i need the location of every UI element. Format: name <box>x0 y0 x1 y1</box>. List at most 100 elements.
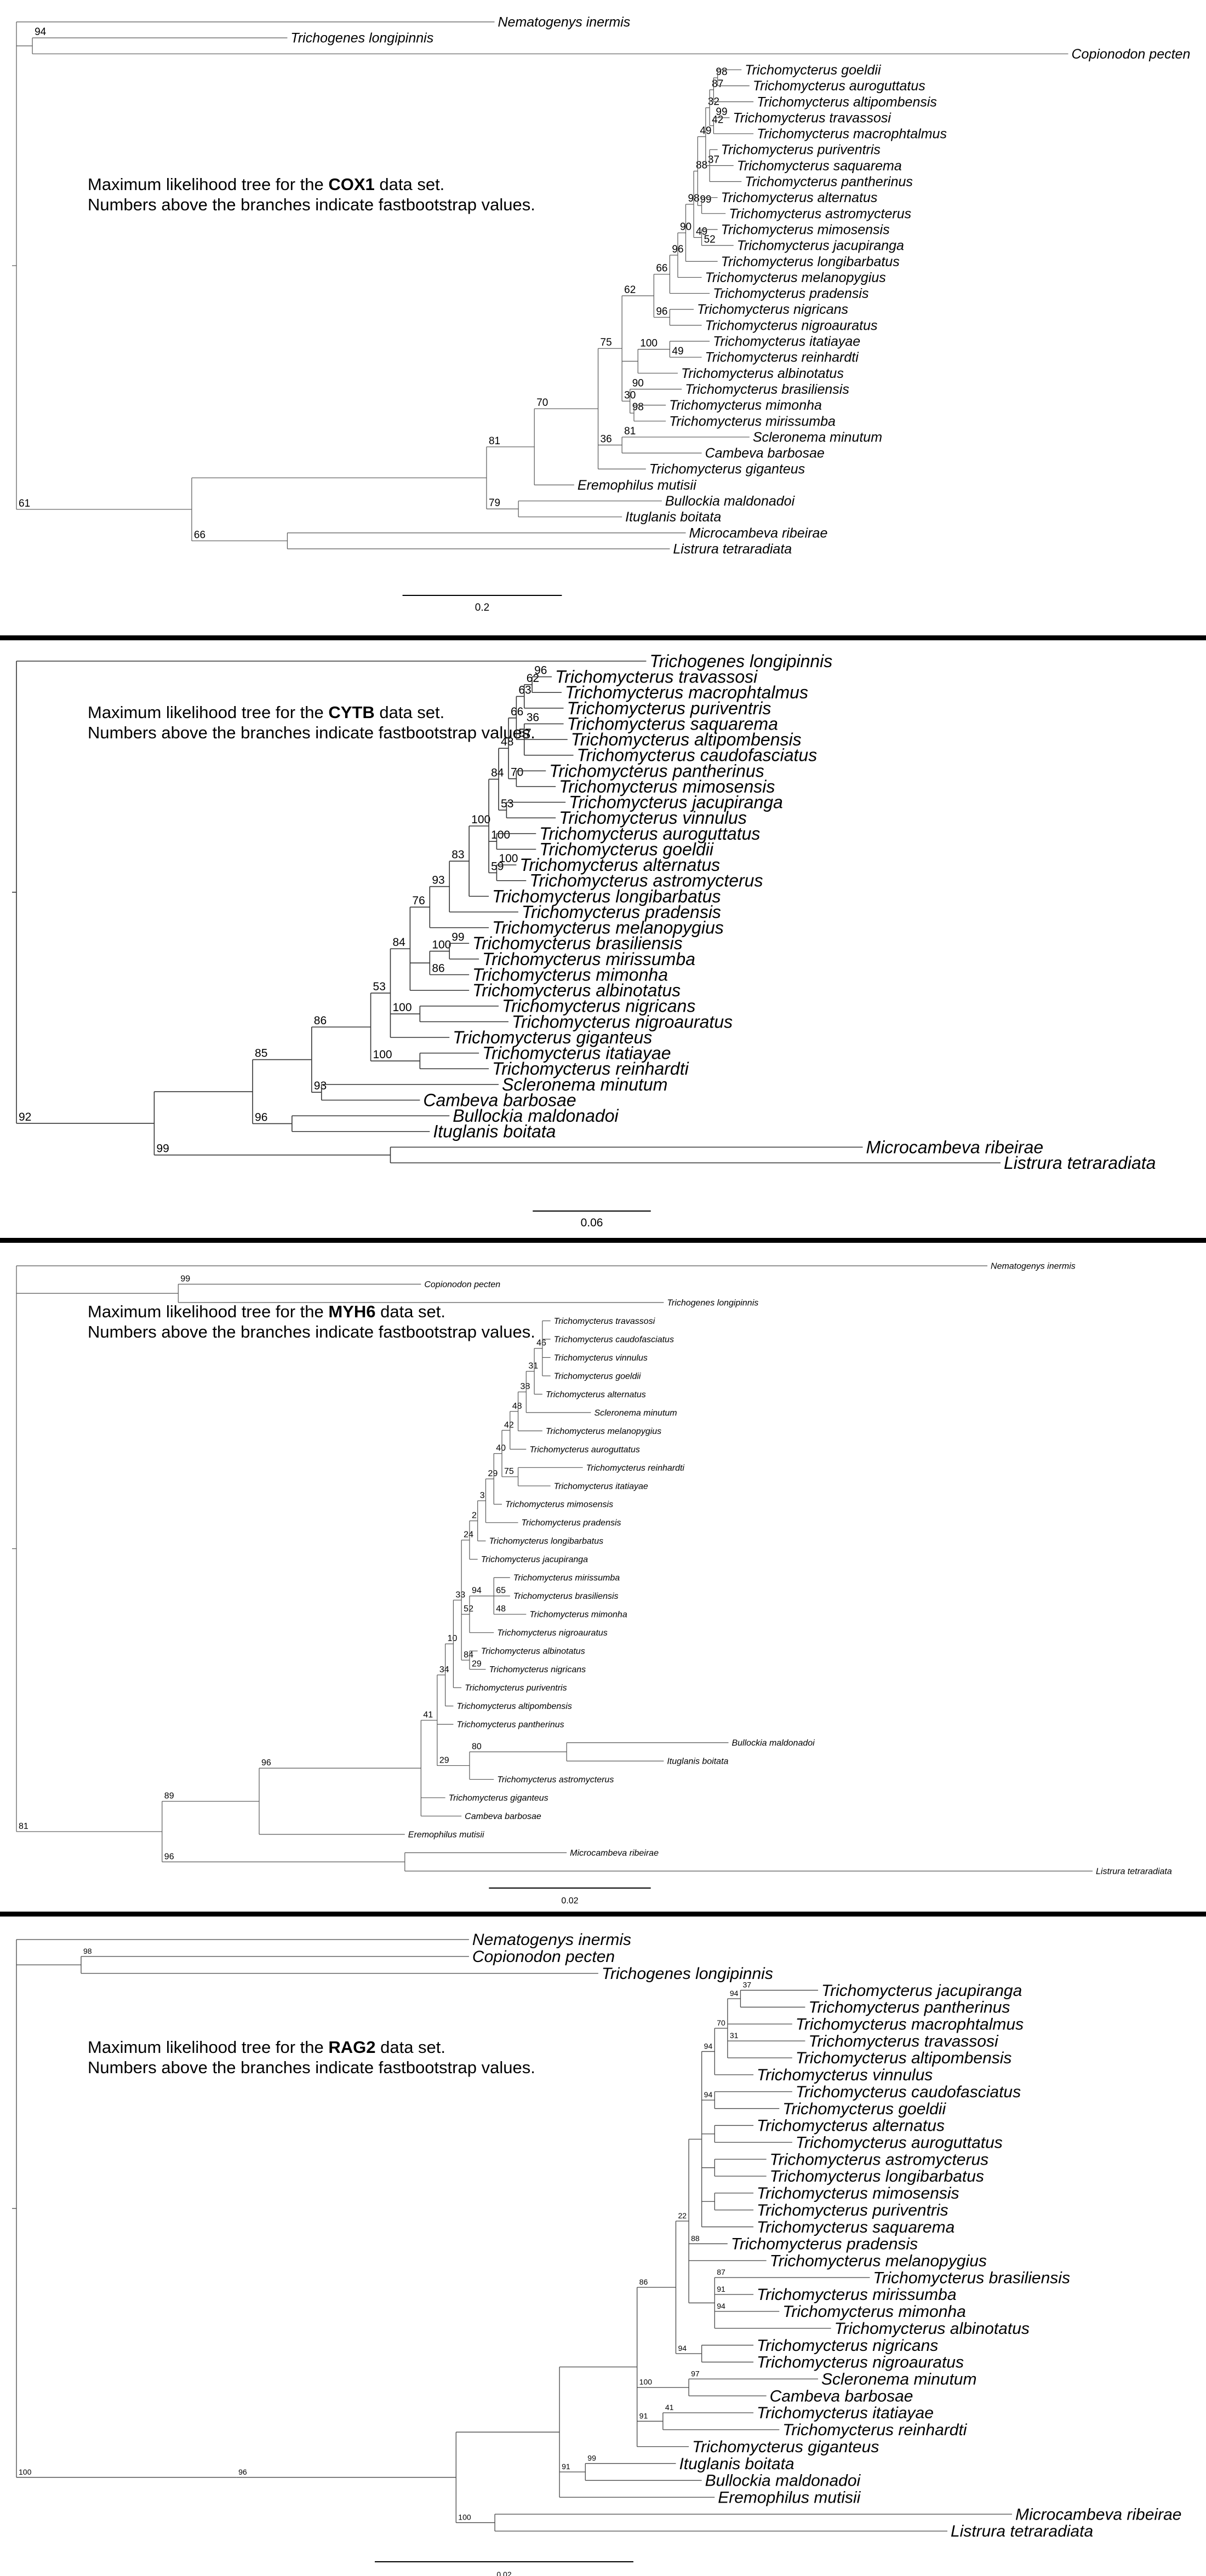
scale-bar-label: 0.2 <box>475 602 489 613</box>
support-value: 24 <box>464 1530 473 1540</box>
support-value: 34 <box>439 1665 449 1674</box>
taxon-label: Trichomycterus itatiayae <box>554 1482 648 1491</box>
taxon-label: Microcambeva ribeirae <box>689 525 828 541</box>
support-value: 46 <box>536 1339 546 1348</box>
support-value: 99 <box>180 1274 190 1283</box>
support-value: 29 <box>439 1755 449 1765</box>
taxon-label: Scleronema minutum <box>753 429 882 445</box>
support-value: 42 <box>504 1420 514 1430</box>
taxon-label: Trichomycterus nigroauratus <box>757 2354 964 2372</box>
taxon-label: Trichomycterus caudofasciatus <box>796 2083 1021 2101</box>
panel-separator <box>0 1238 1206 1243</box>
taxon-label: Trichomycterus saquarema <box>737 158 902 174</box>
support-value: 81 <box>489 435 500 447</box>
phylogenetic-tree: Nematogenys inermis 94 Trichogenes longipi… <box>12 15 1190 613</box>
taxon-label: Trichomycterus travassosi <box>733 110 891 125</box>
support-value: 98 <box>716 66 727 78</box>
phylogenetic-tree: Trichogenes longipinnis 92 85 86 53 84 76 93 83 1… <box>12 651 1156 1229</box>
taxon-label: Trichomycterus astromycterus <box>497 1775 614 1785</box>
taxon-label: Trichomycterus nigricans <box>489 1665 586 1674</box>
scale-bar-label: 0.02 <box>561 1896 578 1906</box>
taxon-label: Trichomycterus giganteus <box>453 1028 652 1047</box>
caption-prefix: Maximum likelihood tree for the <box>88 2038 329 2057</box>
support-value: 52 <box>464 1604 473 1614</box>
taxon-label: Trichomycterus mimonha <box>472 965 668 984</box>
taxon-label: Trichomycterus brasiliensis <box>513 1592 619 1601</box>
taxon-label: Trichomycterus giganteus <box>649 462 805 477</box>
support-value: 66 <box>656 263 667 274</box>
support-value: 100 <box>373 1048 392 1061</box>
support-value: 70 <box>717 2018 725 2027</box>
taxon-label: Trichomycterus goeldii <box>539 839 714 859</box>
support-value: 94 <box>717 2302 725 2310</box>
support-value: 66 <box>511 705 523 718</box>
support-value: 48 <box>512 1402 522 1411</box>
taxon-label: Trichomycterus jacupiranga <box>481 1555 588 1564</box>
marker-name: RAG2 <box>328 2038 376 2057</box>
taxon-label: Trichomycterus saquarema <box>567 714 778 733</box>
support-value: 81 <box>19 1822 28 1831</box>
taxon-label: Trichomycterus travassosi <box>554 1317 655 1326</box>
taxon-label: Trichomycterus nigroauratus <box>705 318 878 333</box>
taxon-label: Trichomycterus vinnulus <box>559 808 747 828</box>
taxon-label: Trichomycterus astromycterus <box>729 206 911 221</box>
taxon-label: Trichomycterus mirissumba <box>482 949 695 969</box>
taxon-label: Trichomycterus brasiliensis <box>873 2269 1070 2287</box>
taxon-label: Trichomycterus longibarbatus <box>721 254 900 269</box>
support-value: 29 <box>488 1469 498 1478</box>
taxon-label: Listrura tetraradiata <box>1004 1153 1156 1173</box>
support-value: 48 <box>501 736 513 748</box>
taxon-label: Trichomycterus auroguttatus <box>529 1445 640 1454</box>
taxon-label: Trichomycterus jacupiranga <box>821 1982 1022 2000</box>
taxon-label: Trichomycterus caudofasciatus <box>577 745 818 765</box>
taxon-label: Nematogenys inermis <box>991 1261 1076 1271</box>
taxon-label: Trichomycterus astromycterus <box>529 871 763 891</box>
taxon-label: Microcambeva ribeirae <box>1015 2505 1181 2523</box>
support-value: 33 <box>455 1590 465 1599</box>
support-value: 10 <box>448 1634 458 1643</box>
caption-line-2: Numbers above the branches indicate fast… <box>88 195 535 214</box>
taxon-label: Trichomycterus brasiliensis <box>472 933 682 953</box>
support-value: 37 <box>742 1981 751 1989</box>
taxon-label: Trichomycterus reinhardti <box>782 2421 968 2439</box>
taxon-label: Trichomycterus travassosi <box>555 667 758 687</box>
taxon-label: Trichomycterus pradensis <box>522 1518 621 1528</box>
support-value: 22 <box>678 2211 687 2220</box>
taxon-label: Trichogenes longipinnis <box>602 1965 773 1983</box>
support-value: 100 <box>471 813 490 826</box>
support-value: 92 <box>19 1111 31 1123</box>
taxon-label: Trichomycterus melanopygius <box>705 270 886 285</box>
support-value: 3 <box>480 1491 485 1500</box>
taxon-label: Trichomycterus alternatus <box>757 2117 945 2135</box>
support-value: 94 <box>704 2090 713 2099</box>
taxon-label: Trichomycterus puriventris <box>721 142 881 158</box>
taxon-label: Trichomycterus goeldii <box>554 1372 641 1381</box>
panel-separator <box>0 635 1206 640</box>
support-value: 100 <box>640 338 658 349</box>
taxon-label: Trichomycterus auroguttatus <box>753 78 925 94</box>
tree-panel-cox1: Maximum likelihood tree for the COX1 dat… <box>0 0 1206 635</box>
support-value: 86 <box>432 962 444 975</box>
taxon-label: Trichomycterus pantherinus <box>745 174 913 190</box>
taxon-label: Trichomycterus puriventris <box>757 2201 948 2219</box>
marker-name: MYH6 <box>328 1302 376 1321</box>
taxon-label: Bullockia maldonadoi <box>705 2472 861 2490</box>
support-value: 96 <box>255 1111 267 1123</box>
taxon-label: Trichogenes longipinnis <box>290 31 433 46</box>
taxon-label: Eremophilus mutisii <box>718 2488 861 2506</box>
caption-prefix: Maximum likelihood tree for the <box>88 1302 329 1321</box>
taxon-label: Trichomycterus albinotatus <box>481 1647 585 1656</box>
taxon-label: Eremophilus mutisii <box>578 478 697 493</box>
taxon-label: Copionodon pecten <box>424 1280 500 1289</box>
taxon-label: Trichomycterus goeldii <box>745 62 882 78</box>
panel-caption: Maximum likelihood tree for the CYTB dat… <box>88 702 535 743</box>
support-value: 100 <box>639 2378 653 2386</box>
support-value: 84 <box>491 767 504 779</box>
taxon-label: Trichomycterus macrophtalmus <box>757 127 947 142</box>
taxon-label: Trichomycterus mirissumba <box>669 414 836 429</box>
taxon-label: Trichogenes longipinnis <box>667 1298 758 1307</box>
taxon-label: Trichomycterus melanopygius <box>770 2252 987 2270</box>
taxon-label: Trichomycterus itatiayae <box>713 334 860 349</box>
panel-caption: Maximum likelihood tree for the MYH6 dat… <box>88 1301 535 1342</box>
support-value: 99 <box>700 194 711 205</box>
